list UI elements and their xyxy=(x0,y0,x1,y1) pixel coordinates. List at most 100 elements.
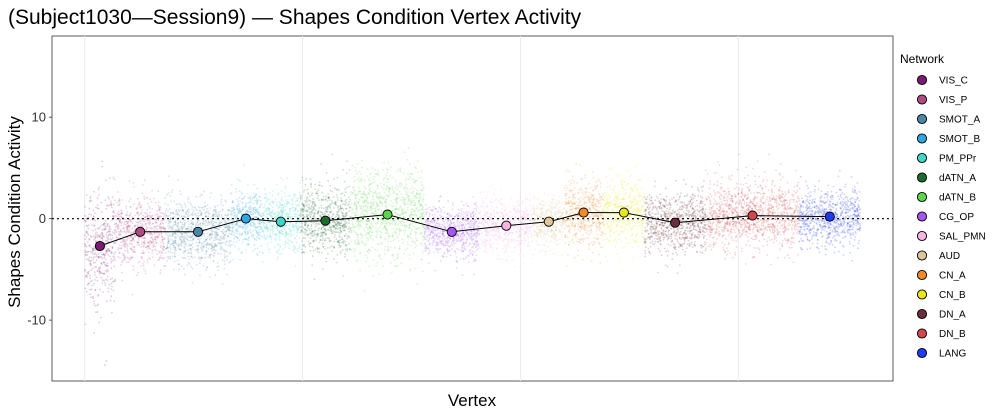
data-point xyxy=(148,214,151,217)
data-point xyxy=(159,208,162,211)
data-point xyxy=(266,228,268,231)
data-point xyxy=(274,217,277,220)
data-point xyxy=(225,230,228,232)
data-point xyxy=(333,202,336,205)
data-point xyxy=(141,252,143,254)
data-point xyxy=(380,223,382,226)
data-point xyxy=(171,216,174,219)
data-point xyxy=(200,256,203,259)
data-point xyxy=(395,235,398,237)
data-point xyxy=(225,231,227,233)
data-point xyxy=(100,256,103,258)
data-point xyxy=(197,216,200,219)
data-point xyxy=(105,250,108,253)
data-point xyxy=(184,219,186,222)
data-point xyxy=(111,277,113,280)
data-point xyxy=(189,247,192,250)
data-point xyxy=(397,265,399,267)
data-point xyxy=(239,258,242,261)
data-point xyxy=(247,184,249,186)
data-point xyxy=(141,209,144,212)
data-point xyxy=(239,209,242,212)
data-point xyxy=(157,250,160,253)
data-point xyxy=(85,194,88,197)
data-point xyxy=(138,244,141,246)
data-point xyxy=(147,241,150,244)
data-point xyxy=(99,270,101,273)
data-point xyxy=(385,205,387,207)
data-point xyxy=(462,242,465,245)
data-point xyxy=(149,233,152,235)
data-point xyxy=(239,225,242,228)
data-point xyxy=(244,223,247,226)
data-point xyxy=(325,206,327,209)
data-point xyxy=(337,205,339,208)
data-point xyxy=(419,195,421,198)
data-point xyxy=(111,251,113,254)
data-point xyxy=(158,227,161,230)
data-point xyxy=(84,220,87,223)
data-point xyxy=(311,202,314,204)
data-point xyxy=(151,222,154,225)
data-point xyxy=(268,202,271,205)
data-point xyxy=(411,199,414,202)
data-point xyxy=(169,238,172,240)
data-point xyxy=(94,261,97,264)
data-point xyxy=(155,218,158,220)
data-point xyxy=(98,235,101,238)
data-point xyxy=(290,241,293,244)
data-point xyxy=(101,279,104,282)
data-point xyxy=(180,226,183,229)
data-point xyxy=(258,223,261,226)
data-point xyxy=(107,254,109,256)
data-point xyxy=(156,237,159,240)
data-point xyxy=(241,192,244,195)
data-point xyxy=(179,190,182,192)
data-point xyxy=(95,276,98,278)
data-point xyxy=(93,271,96,274)
data-point xyxy=(247,223,250,226)
data-point xyxy=(177,209,180,211)
data-point xyxy=(246,238,249,241)
data-point xyxy=(110,282,113,285)
data-point xyxy=(421,189,424,192)
data-point xyxy=(263,235,266,238)
data-point xyxy=(183,202,186,205)
data-point xyxy=(91,284,94,287)
data-point xyxy=(93,224,96,227)
data-point xyxy=(185,227,188,230)
data-point xyxy=(254,228,257,231)
data-point xyxy=(89,263,92,265)
data-point xyxy=(267,249,270,251)
data-point xyxy=(406,187,408,189)
data-point xyxy=(231,244,234,246)
data-point xyxy=(424,249,427,252)
data-point xyxy=(313,215,315,218)
data-point xyxy=(100,224,103,227)
data-point xyxy=(171,242,174,245)
data-point xyxy=(304,237,307,240)
data-point xyxy=(146,215,149,218)
data-point xyxy=(161,256,164,259)
data-point xyxy=(133,235,136,238)
data-point xyxy=(383,192,386,194)
data-point xyxy=(253,206,256,209)
data-point xyxy=(397,252,400,255)
data-point xyxy=(214,205,216,208)
data-point xyxy=(90,214,93,216)
data-point xyxy=(276,211,279,214)
data-point xyxy=(250,206,253,209)
data-point xyxy=(176,229,178,232)
data-point xyxy=(198,240,201,242)
data-point xyxy=(454,250,456,252)
data-point xyxy=(203,234,206,237)
data-point xyxy=(130,220,133,223)
data-point xyxy=(216,232,219,234)
data-point xyxy=(298,244,301,247)
data-point xyxy=(162,249,165,252)
data-point xyxy=(199,222,202,225)
data-point xyxy=(92,215,95,218)
data-point xyxy=(458,212,460,215)
data-point xyxy=(227,209,230,212)
data-point xyxy=(215,245,218,248)
